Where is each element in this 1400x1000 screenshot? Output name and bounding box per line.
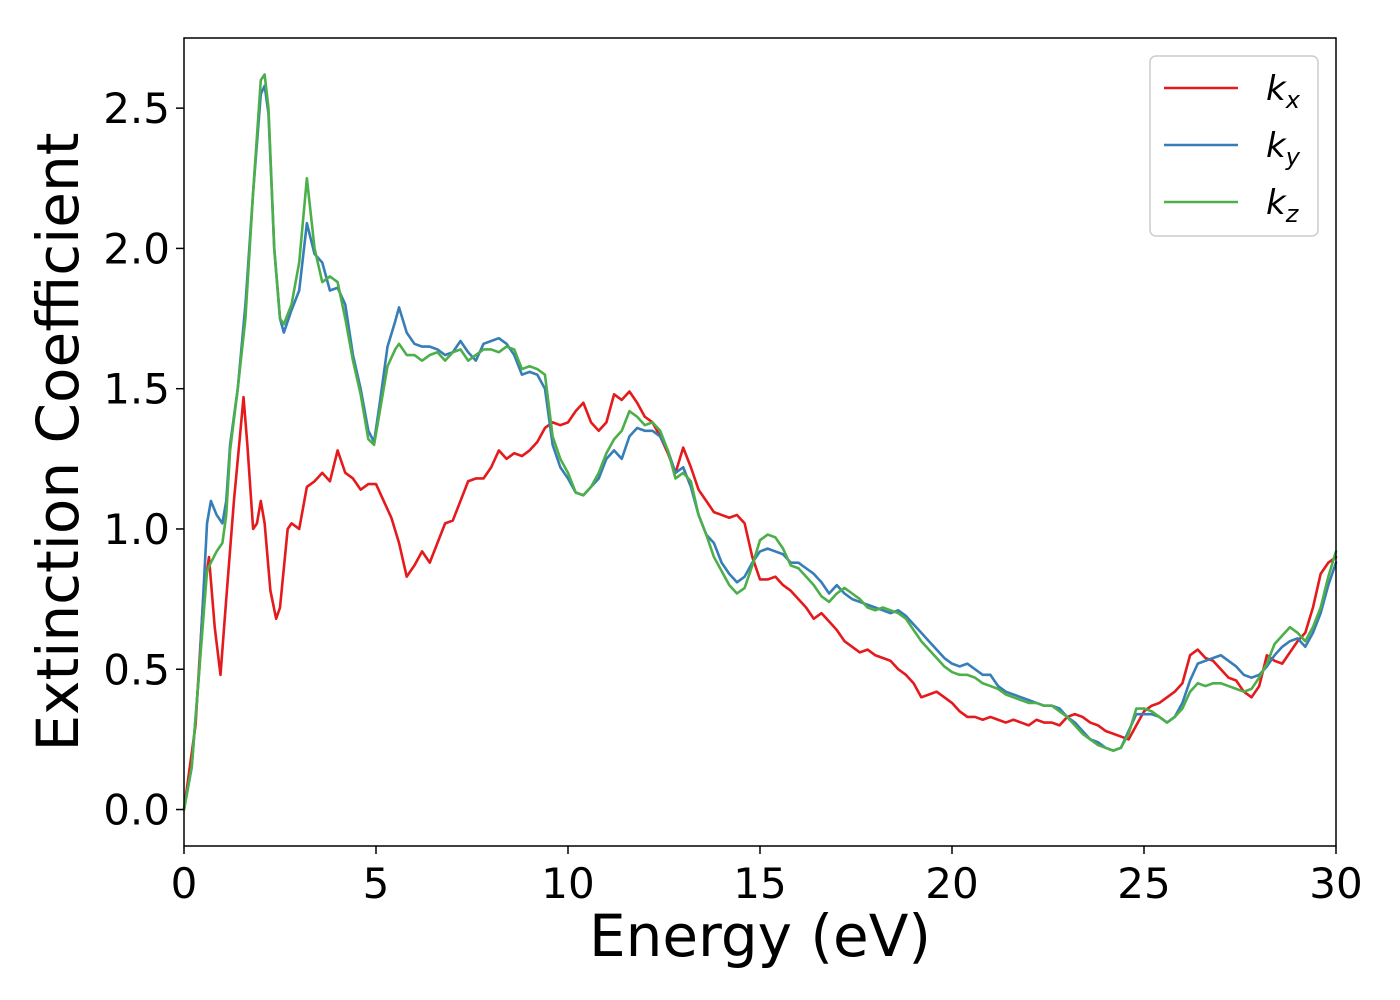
legend-label-ky: ky [1266,126,1301,171]
legend-label-main: k [1266,126,1287,166]
x-tick-label: 25 [1117,859,1170,908]
y-tick-label: 0.5 [103,645,170,694]
legend-label-subscript: z [1285,200,1300,228]
y-tick-label: 1.0 [103,505,170,554]
legend-label-main: k [1266,183,1287,223]
x-tick-label: 15 [733,859,786,908]
legend-label-subscript: y [1285,143,1301,171]
legend-label-kz: kz [1266,183,1300,228]
y-tick-label: 0.0 [103,786,170,835]
x-tick-label: 5 [363,859,390,908]
series-line-kx [182,390,1338,811]
series-layer [182,73,1338,811]
legend-label-subscript: x [1285,86,1301,114]
y-tick-label: 1.5 [103,365,170,414]
y-tick-label: 2.0 [103,224,170,273]
x-tick-label: 20 [925,859,978,908]
y-tick-label: 2.5 [103,84,170,133]
x-axis-title: Energy (eV) [589,902,931,970]
y-axis-ticks: 0.0 0.5 1.0 1.5 2.0 2.5 [103,84,184,835]
x-axis-ticks: 0 5 10 15 20 25 30 [171,846,1363,908]
legend-label-kx: kx [1266,69,1301,114]
x-tick-label: 0 [171,859,198,908]
legend-label-main: k [1266,69,1287,109]
x-tick-label: 10 [541,859,594,908]
y-axis-title: Extinction Coefficient [24,133,92,752]
series-line-kz [182,73,1338,811]
x-tick-label: 30 [1309,859,1362,908]
